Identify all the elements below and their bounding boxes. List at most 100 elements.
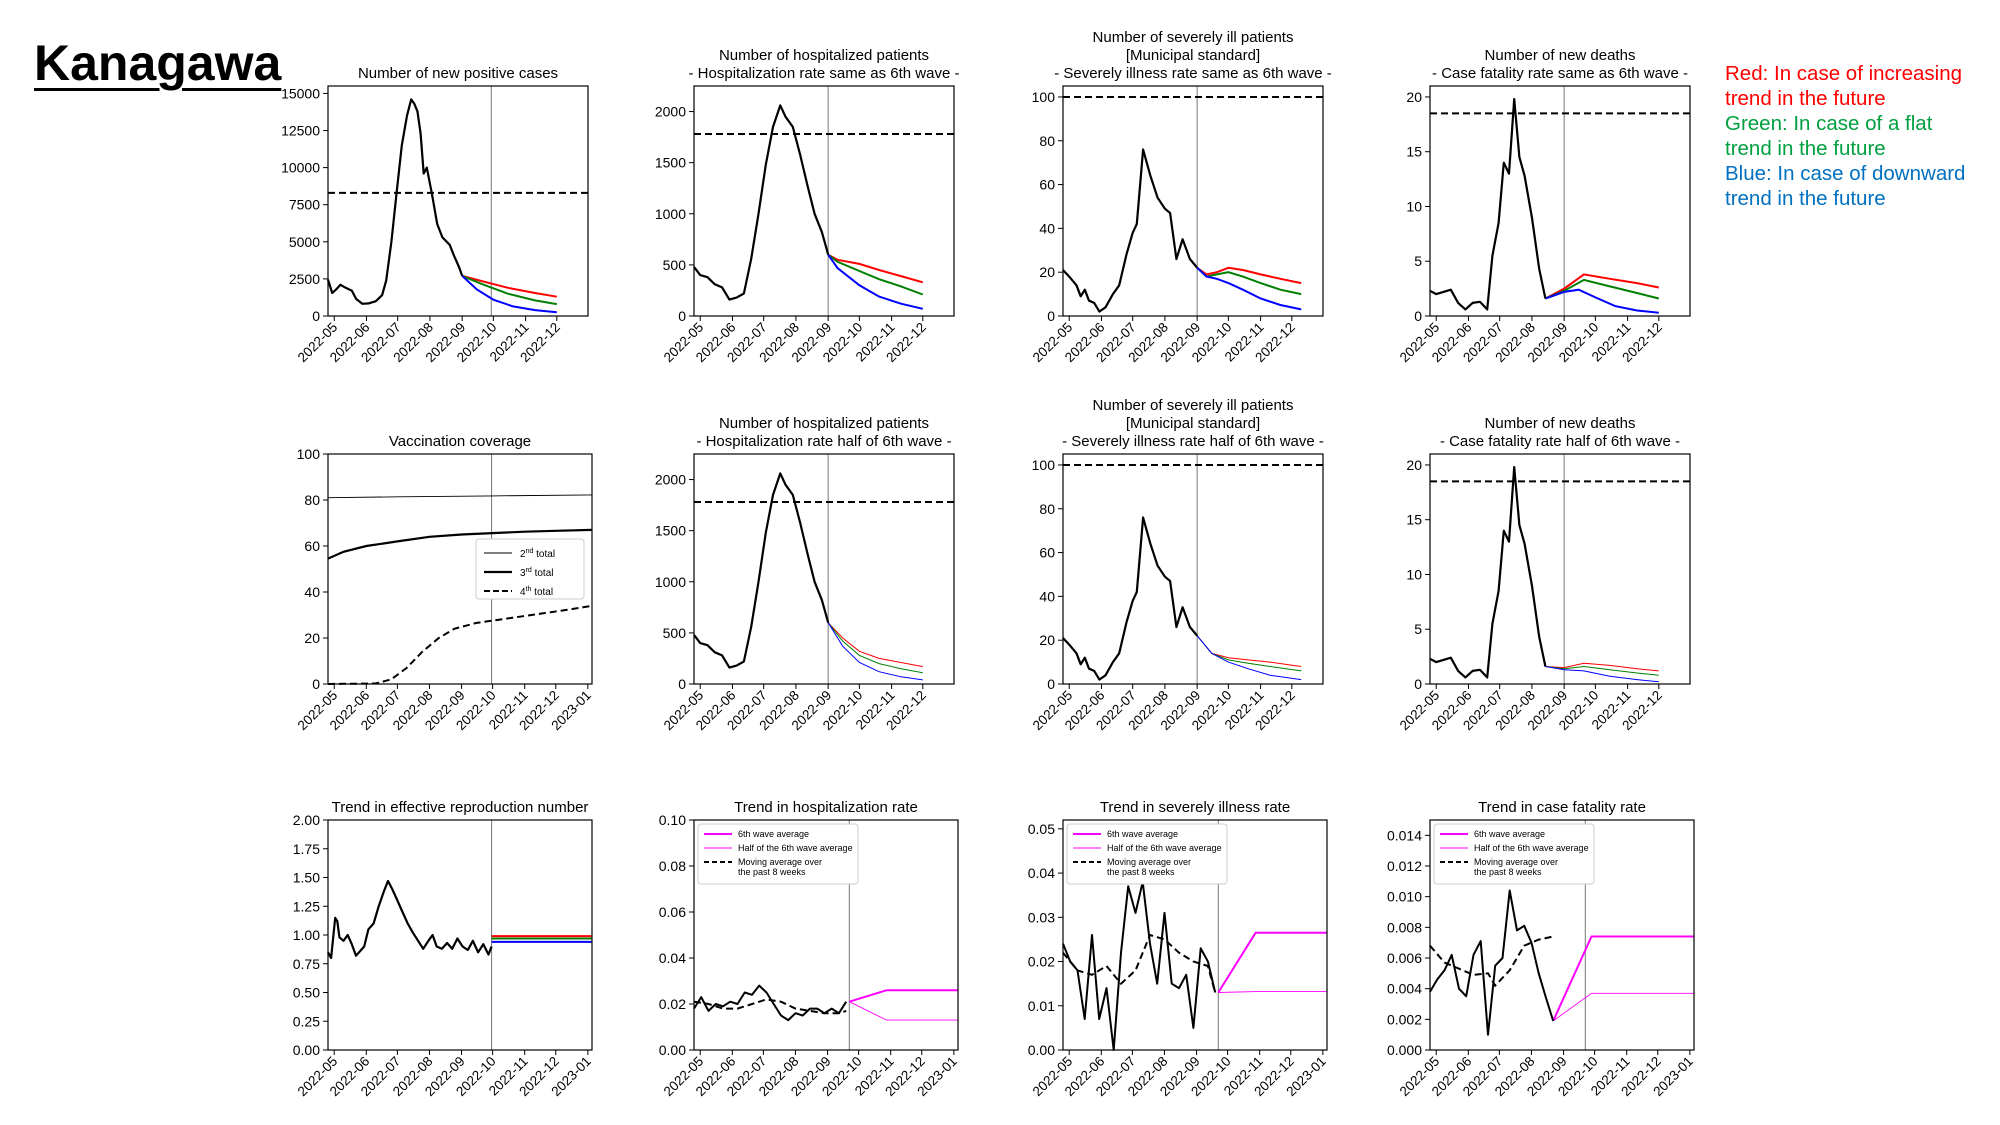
y-tick-label: 0.02 <box>659 996 686 1012</box>
forecast-series-line <box>1196 635 1302 681</box>
plot-frame <box>1429 453 1691 685</box>
x-tick-label: 2022-10 <box>1189 320 1235 366</box>
x-tick-label: 2022-08 <box>1492 688 1538 734</box>
chart-title: - Severely illness rate half of 6th wave… <box>1062 433 1324 450</box>
x-tick-label: 2022-12 <box>1252 320 1298 366</box>
x-tick-label: 2022-05 <box>1397 688 1443 734</box>
legend-box <box>1066 823 1228 885</box>
x-tick-label: 2022-08 <box>1125 1054 1171 1100</box>
y-tick-label: 20 <box>1039 632 1055 648</box>
y-tick-label: 15 <box>1406 144 1422 160</box>
y-tick-label: 60 <box>304 538 320 554</box>
weekly-rate-line <box>1429 889 1555 1036</box>
y-tick-label: 10000 <box>281 160 320 176</box>
chart-title: Trend in hospitalization rate <box>734 799 918 816</box>
y-tick-label: 0.012 <box>1387 858 1422 874</box>
plot-frame <box>1429 819 1695 1051</box>
x-tick-label: 2022-06 <box>1062 1054 1108 1100</box>
x-tick-label: 2022-06 <box>1429 688 1475 734</box>
y-tick-label: 0.10 <box>659 812 686 828</box>
x-tick-label: 2022-06 <box>693 320 739 366</box>
legend-blue-line2: trend in the future <box>1725 187 1886 210</box>
half-sixth-wave-line <box>1552 992 1694 1022</box>
observed-series-line <box>1429 98 1547 311</box>
x-tick-label: 2022-09 <box>1158 688 1204 734</box>
y-tick-label: 0.010 <box>1387 889 1422 905</box>
y-tick-label: 0 <box>312 308 320 324</box>
y-tick-label: 1.25 <box>293 898 320 914</box>
x-tick-label: 2022-10 <box>819 1054 865 1100</box>
forecast-series-line <box>1545 662 1659 672</box>
x-tick-label: 2022-07 <box>1093 1054 1139 1100</box>
y-tick-label: 0.04 <box>1028 865 1055 881</box>
x-tick-label: 2022-09 <box>1524 1054 1570 1100</box>
x-tick-label: 2022-11 <box>853 688 898 733</box>
x-tick-label: 2022-07 <box>358 688 404 734</box>
y-tick-label: 500 <box>663 257 687 273</box>
x-tick-label: 2022-05 <box>661 688 707 734</box>
chart-severely-ill-same: Number of severely ill patients[Municipa… <box>1030 29 1332 365</box>
legend-red-line2: trend in the future <box>1725 87 1886 110</box>
forecast-series-line <box>1196 266 1302 285</box>
y-tick-label: 1500 <box>655 523 686 539</box>
half-sixth-wave-line <box>849 1001 958 1021</box>
y-tick-label: 20 <box>304 630 320 646</box>
x-tick-label: 2022-09 <box>423 320 469 366</box>
y-tick-label: 10 <box>1406 198 1422 214</box>
x-tick-label: 2022-06 <box>693 1054 739 1100</box>
x-tick-label: 2022-06 <box>693 688 739 734</box>
chart-title: Number of hospitalized patients <box>719 47 929 64</box>
legend-box <box>475 538 585 600</box>
y-tick-label: 0.00 <box>1028 1042 1055 1058</box>
sixth-wave-average-line <box>1552 935 1694 1022</box>
x-tick-label: 2022-12 <box>1619 688 1665 734</box>
chart-title: Trend in case fatality rate <box>1478 799 1646 816</box>
legend-label: Moving average over <box>1107 857 1191 867</box>
x-tick-label: 2022-10 <box>453 1054 499 1100</box>
chart-title: Trend in effective reproduction number <box>332 799 589 816</box>
x-tick-label: 2022-05 <box>295 688 341 734</box>
x-tick-label: 2022-12 <box>1618 1054 1664 1100</box>
chart-new-deaths-half: Number of new deaths- Case fatality rate… <box>1397 415 1691 734</box>
x-tick-label: 2022-06 <box>1062 688 1108 734</box>
forecast-series-line <box>461 274 557 298</box>
x-tick-label: 2022-12 <box>516 688 562 734</box>
x-tick-label: 2022-08 <box>390 320 436 366</box>
observed-series-line <box>1062 148 1199 313</box>
x-tick-label: 2022-06 <box>327 688 373 734</box>
y-tick-label: 0 <box>1414 308 1422 324</box>
x-tick-label: 2022-10 <box>1555 1054 1601 1100</box>
x-tick-label: 2022-07 <box>358 320 404 366</box>
x-tick-label: 2022-10 <box>1556 688 1602 734</box>
x-tick-label: 2022-08 <box>1125 688 1171 734</box>
y-tick-label: 0.01 <box>1028 998 1055 1014</box>
x-tick-label: 2022-07 <box>1460 1054 1506 1100</box>
y-tick-label: 5 <box>1414 253 1422 269</box>
x-tick-label: 2023-01 <box>548 1054 594 1100</box>
x-tick-label: 2022-11 <box>1589 688 1634 733</box>
chart-title: Number of new positive cases <box>358 65 558 82</box>
y-tick-label: 0.00 <box>659 1042 686 1058</box>
observed-series-line <box>326 98 464 305</box>
x-tick-label: 2022-09 <box>789 688 835 734</box>
x-tick-label: 2022-07 <box>724 1054 770 1100</box>
x-tick-label: 2022-11 <box>486 1054 531 1099</box>
observed-series-line <box>1429 466 1547 679</box>
x-tick-label: 2022-12 <box>883 320 929 366</box>
x-tick-label: 2022-06 <box>327 320 373 366</box>
y-tick-label: 1.00 <box>293 927 320 943</box>
y-tick-label: 20 <box>1406 457 1422 473</box>
y-tick-label: 0.004 <box>1387 981 1422 997</box>
observed-series-line <box>327 879 493 960</box>
legend-box <box>1433 823 1595 885</box>
x-tick-label: 2022-08 <box>1492 320 1538 366</box>
legend-label: Half of the 6th wave average <box>738 843 853 853</box>
plot-frame <box>327 85 589 317</box>
y-tick-label: 0 <box>312 676 320 692</box>
forecast-series-line <box>1196 267 1302 296</box>
chart-reproduction-number: Trend in effective reproduction number 0.… <box>293 799 594 1099</box>
x-tick-label: 2022-09 <box>422 1054 468 1100</box>
x-tick-label: 2022-09 <box>789 320 835 366</box>
y-tick-label: 60 <box>1039 545 1055 561</box>
x-tick-label: 2022-05 <box>295 1054 341 1100</box>
